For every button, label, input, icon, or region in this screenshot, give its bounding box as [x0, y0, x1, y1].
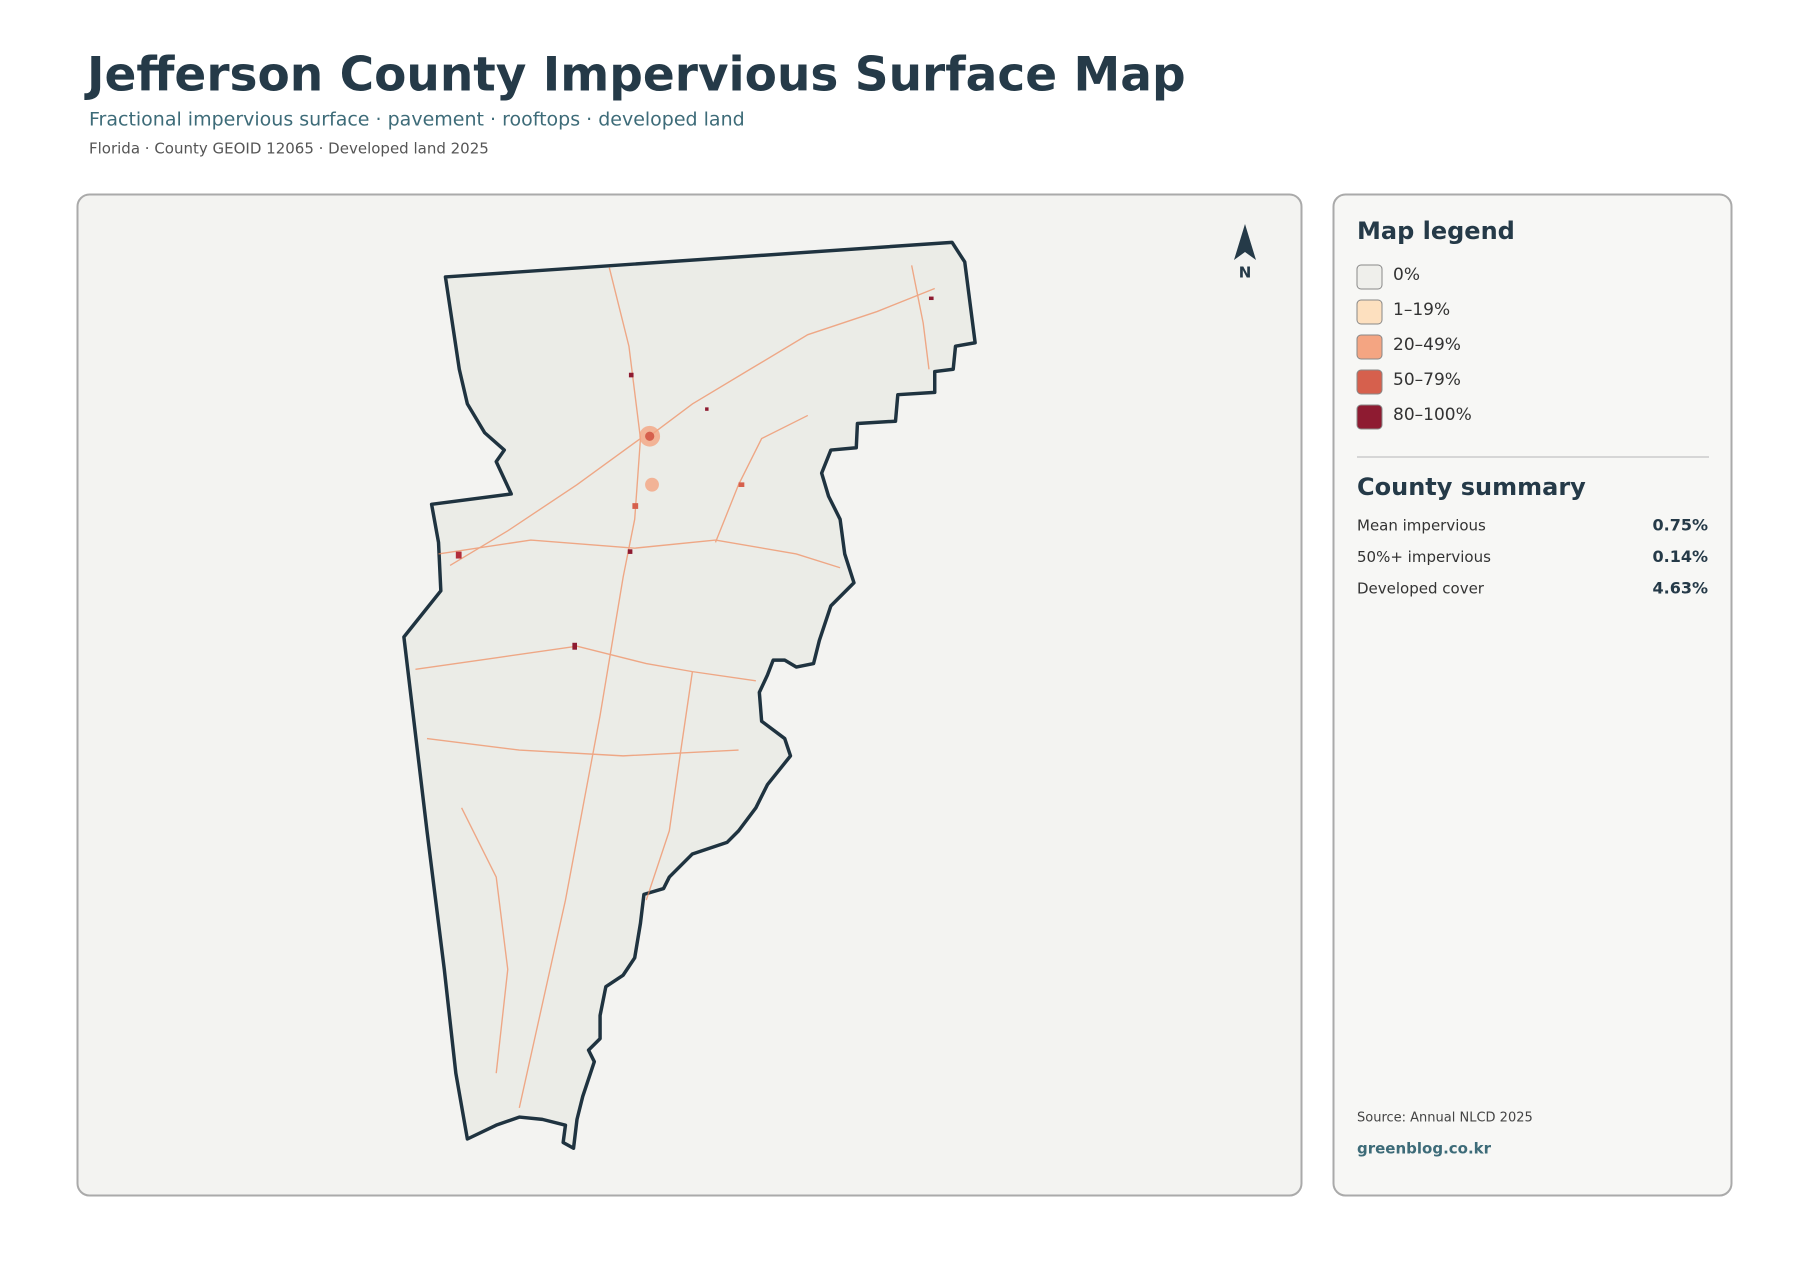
urban-area: [738, 482, 745, 487]
subtitle: Fractional impervious surface · pavement…: [89, 109, 745, 131]
legend-label: 0%: [1393, 265, 1420, 285]
legend-label: 20–49%: [1393, 335, 1461, 355]
summary-label: 50%+ impervious: [1357, 548, 1491, 566]
urban-area: [645, 477, 659, 492]
legend-swatch: [1356, 404, 1383, 430]
urban-area: [645, 431, 655, 441]
legend: 0% 1–19% 20–49% 50–79% 80–100%: [1356, 264, 1472, 430]
county-map: [402, 240, 977, 1150]
title: Jefferson County Impervious Surface Map: [84, 48, 1186, 103]
legend-label: 80–100%: [1393, 405, 1472, 425]
legend-swatch: [1356, 334, 1383, 360]
summary-value: 0.14%: [1652, 547, 1708, 566]
side-panel: [1332, 193, 1733, 1197]
summary: Mean impervious 0.75% 50%+ impervious 0.14%…: [1357, 516, 1708, 598]
summary-value: 0.75%: [1652, 516, 1708, 535]
meta: Florida · County GEOID 12065 · Developed…: [89, 140, 489, 158]
roads: [415, 265, 935, 1108]
urban-area: [572, 642, 577, 650]
legend-label: 50–79%: [1393, 370, 1461, 390]
summary-value: 4.63%: [1652, 579, 1708, 598]
legend-label: 1–19%: [1393, 300, 1450, 320]
source: Source: Annual NLCD 2025: [1357, 1111, 1533, 1126]
legend-swatch: [1356, 369, 1383, 395]
legend-title: Map legend: [1357, 217, 1515, 245]
summary-label: Developed cover: [1357, 580, 1485, 598]
urban-area: [928, 296, 934, 301]
brand: greenblog.co.kr: [1357, 1140, 1492, 1158]
summary-label: Mean impervious: [1357, 517, 1486, 535]
legend-swatch: [1356, 299, 1383, 325]
urban-area: [632, 503, 639, 509]
urban-area: [628, 372, 634, 378]
summary-title: County summary: [1357, 473, 1586, 501]
urban-areas: [455, 296, 934, 650]
north-arrow: [1234, 224, 1256, 260]
urban-area: [627, 549, 633, 554]
urban-area: [705, 407, 709, 411]
north-label: N: [1239, 264, 1252, 282]
urban-area: [455, 551, 462, 559]
legend-swatch: [1356, 264, 1383, 290]
